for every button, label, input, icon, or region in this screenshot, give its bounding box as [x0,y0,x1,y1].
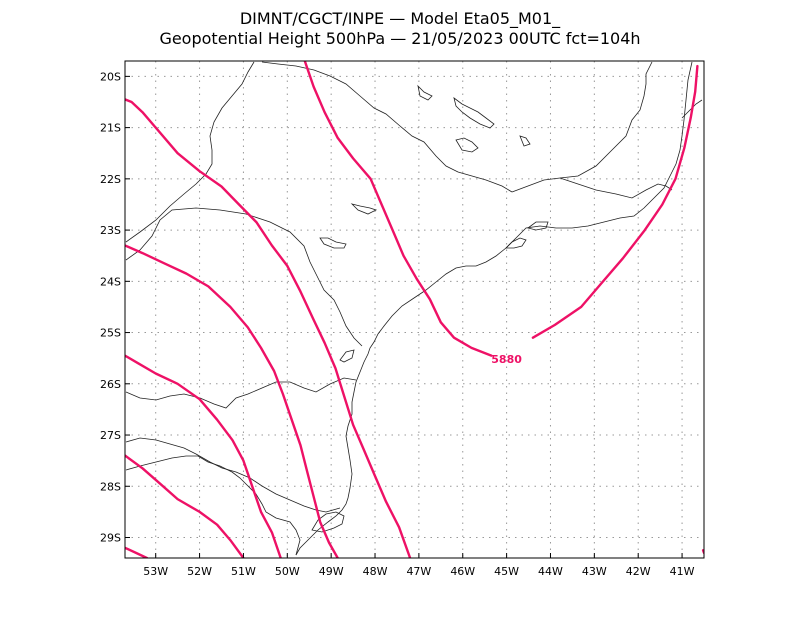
state-border [261,61,513,193]
lat-tick-label: 24S [100,275,121,288]
lat-tick-label: 25S [100,327,121,340]
longitude-axis: 53W 52W 51W 50W 49W 48W 47W 46W 45W 44W 43W 42W 41W [143,553,695,578]
reservoir [350,203,378,215]
contour-label-5880: 5880 [491,353,522,366]
height-contours [125,61,704,558]
contour-b [125,244,339,558]
lat-tick-label: 27S [100,429,121,442]
grid-lines [125,61,704,558]
lat-tick-label: 22S [100,173,121,186]
lat-tick-label: 26S [100,378,121,391]
lon-tick-label: 48W [363,565,388,578]
contour-a [125,98,412,558]
reservoir [519,135,531,147]
state-border [559,177,673,199]
lon-tick-label: 50W [275,565,300,578]
coastlines-and-borders [125,61,703,556]
latitude-axis: 20S 21S 22S 23S 24S 25S 26S 27S 28S 29S [100,70,130,545]
lon-tick-label: 44W [538,565,563,578]
coastline-island [339,349,355,363]
coastline-bay [505,221,549,249]
title-line-1: DIMNT/CGCT/INPE — Model Eta05_M01_ [240,9,561,29]
lon-tick-label: 45W [494,565,519,578]
lat-tick-label: 20S [100,70,121,83]
country-border [125,455,301,556]
lagoon [311,511,345,533]
state-border [125,207,363,347]
lat-tick-label: 28S [100,480,121,493]
lon-tick-label: 51W [231,565,256,578]
reservoir [453,97,495,129]
lon-tick-label: 49W [319,565,344,578]
reservoir [417,84,433,101]
lon-tick-label: 42W [626,565,651,578]
lat-tick-label: 23S [100,224,121,237]
lon-tick-label: 41W [670,565,695,578]
plot-area: 5880 [124,60,705,559]
reservoir [319,237,347,249]
lat-tick-label: 21S [100,122,121,135]
lat-tick-label: 29S [100,532,121,545]
title-line-2: Geopotential Height 500hPa — 21/05/2023 … [159,29,640,48]
plot-frame [124,60,705,559]
reservoir [455,137,479,153]
lon-tick-label: 52W [187,565,212,578]
lon-tick-label: 46W [450,565,475,578]
state-border [125,377,357,409]
contour-e [125,546,149,558]
lon-tick-label: 53W [143,565,168,578]
state-border [125,437,341,513]
coastline [295,61,693,556]
contour-c [125,354,282,558]
contour-5880 [303,61,699,357]
state-border [511,61,653,193]
state-border [125,61,255,243]
lon-tick-label: 47W [406,565,431,578]
contour-d [125,454,245,558]
lon-tick-label: 43W [582,565,607,578]
